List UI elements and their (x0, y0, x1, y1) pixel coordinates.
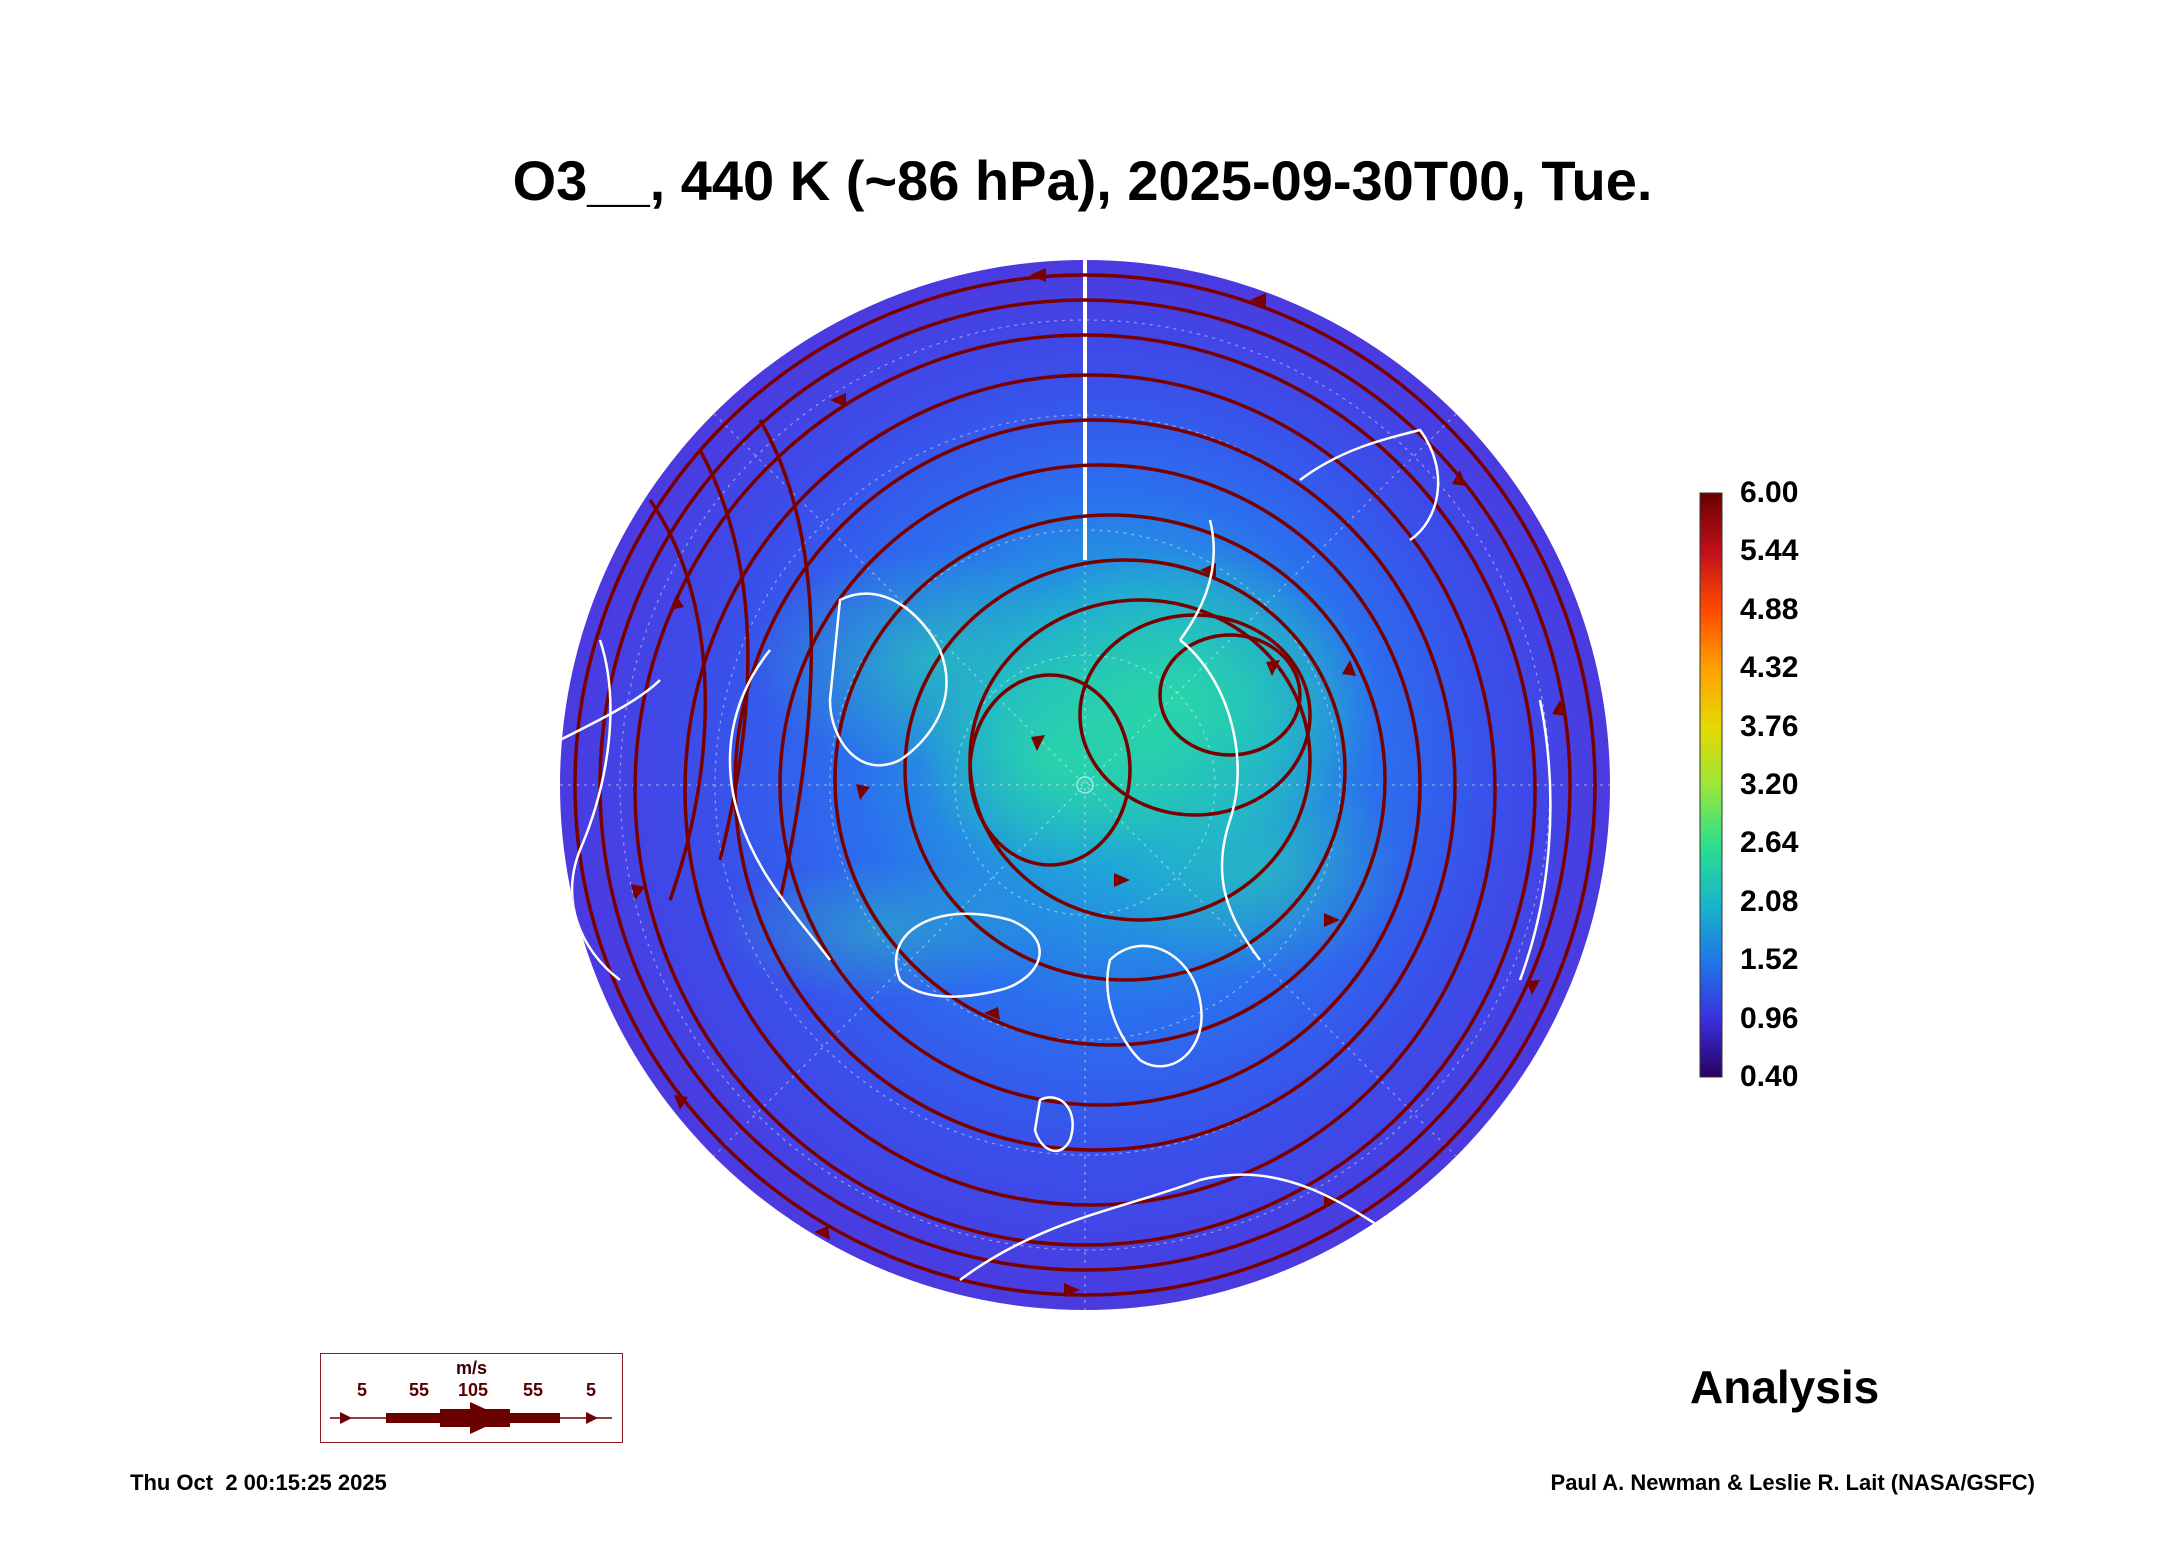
colorbar-tick-label: 5.44 (1740, 534, 1799, 567)
legend-value: 55 (408, 1380, 430, 1400)
analysis-label: Analysis (1690, 1361, 1880, 1413)
legend-value: 55 (522, 1380, 544, 1400)
bering-coast (560, 679, 661, 742)
wind-streamlines (573, 273, 1597, 1297)
colorbar-tick-label: 3.76 (1740, 710, 1799, 743)
japan-coast (1518, 699, 1552, 981)
colorbar-tick-label: 4.88 (1740, 593, 1799, 626)
map-title: O3__, 440 K (~86 hPa), 2025-09-30T00, Tu… (512, 149, 1653, 212)
colorbar-tick-label: 2.08 (1740, 885, 1799, 918)
colorbar (1699, 492, 1723, 1078)
colorbar-tick-label: 2.64 (1740, 826, 1799, 859)
colorbar-tick-label: 6.00 (1740, 476, 1799, 509)
british-isles-coast (1033, 1096, 1074, 1152)
north-pole-marker (1076, 776, 1094, 794)
colorbar-tick-label: 1.52 (1740, 943, 1799, 976)
eurasia-coast (959, 1173, 1401, 1282)
kamchatka-coast (1299, 428, 1440, 542)
credit: Paul A. Newman & Leslie R. Lait (NASA/GS… (1550, 1470, 2035, 1495)
legend-value: 105 (457, 1380, 489, 1400)
siberia-coast (1178, 519, 1262, 961)
legend-unit: m/s (455, 1358, 488, 1378)
canadian-archipelago-coast (828, 592, 948, 767)
colorbar-tick-label: 0.96 (1740, 1002, 1799, 1035)
north-america-coast (728, 649, 831, 961)
colorbar-tick-label: 3.20 (1740, 768, 1799, 801)
colorbar-tick-label: 4.32 (1740, 651, 1799, 684)
coastlines (560, 428, 1552, 1282)
wind-speed-legend-arrow (330, 1402, 612, 1434)
alaska-coast (571, 639, 621, 981)
colorbar-tick-label: 0.40 (1740, 1060, 1799, 1093)
legend-value: 5 (585, 1380, 597, 1400)
greenland-coast (894, 912, 1041, 998)
timestamp: Thu Oct 2 00:15:25 2025 (130, 1470, 387, 1495)
scandinavia-coast (1106, 944, 1203, 1068)
wind-speed-legend: m/s 5 55 105 55 5 (320, 1353, 623, 1443)
legend-value: 5 (356, 1380, 368, 1400)
